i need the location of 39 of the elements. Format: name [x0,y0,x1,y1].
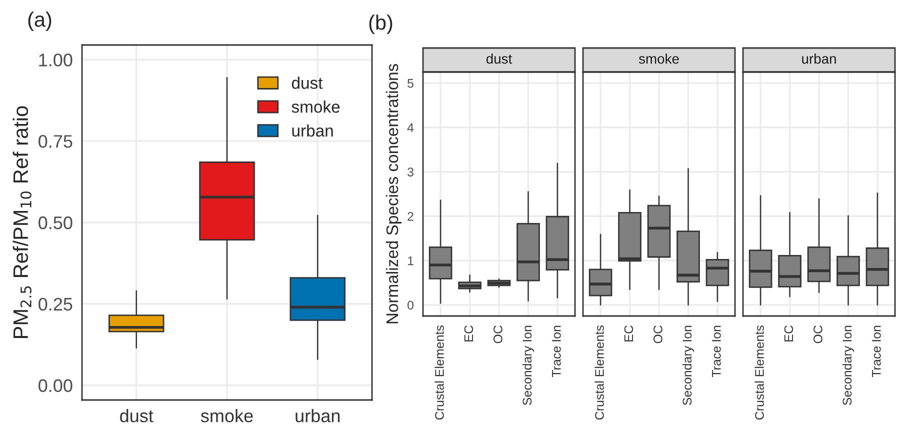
x-tick-label: Trace Ion [872,326,881,378]
y-tick-label: 1.00 [39,54,72,66]
x-tick-label: urban [296,409,340,422]
x-tick-label: Secondary Ion [682,326,694,406]
x-tick-label: smoke [200,409,253,422]
y-tick-label: 0 [408,300,414,310]
x-tick-label: EC [784,326,794,342]
legend-label: smoke [292,100,340,113]
y-tick-label: 2 [408,212,414,221]
text: (b) [369,14,392,34]
x-tick-label: Trace Ion [552,326,561,378]
y-tick-label: 1 [408,256,414,266]
x-tick-label: dust [120,409,154,422]
x-tick-label: Trace Ion [712,326,721,378]
y-tick-label: 3 [408,168,414,176]
text: (a) [28,12,52,31]
x-tick-label: EC [464,326,474,342]
y-tick-label: 0.00 [38,379,72,392]
x-tick-label: OC [654,326,662,344]
x-tick-label: Crustal Elements [754,325,764,420]
chart-title: dust [486,54,512,64]
legend-label: dust [292,76,323,89]
y-tick-label: 0.50 [38,216,72,230]
chart-title: smoke [638,54,679,64]
x-tick-label: Crustal Elements [434,325,444,420]
x-tick-label: Crustal Elements [594,325,604,420]
y-axis-title: PM$_{2.5}$ Ref/PM$_{10}$ Ref ratio [12,106,32,338]
y-tick-label: 4 [407,123,414,132]
x-tick-label: OC [814,326,822,344]
x-tick-label: EC [624,326,634,342]
x-tick-label: Secondary Ion [522,326,534,406]
y-tick-label: 0.75 [38,135,72,148]
chart-title: urban [802,54,836,64]
legend-label: urban [292,124,333,137]
x-tick-label: Secondary Ion [842,326,854,406]
y-axis-title: Normalized Species concentrations [386,64,402,324]
y-tick-label: 5 [408,79,414,88]
y-tick-label: 0.25 [38,298,72,311]
x-tick-label: OC [494,326,502,344]
